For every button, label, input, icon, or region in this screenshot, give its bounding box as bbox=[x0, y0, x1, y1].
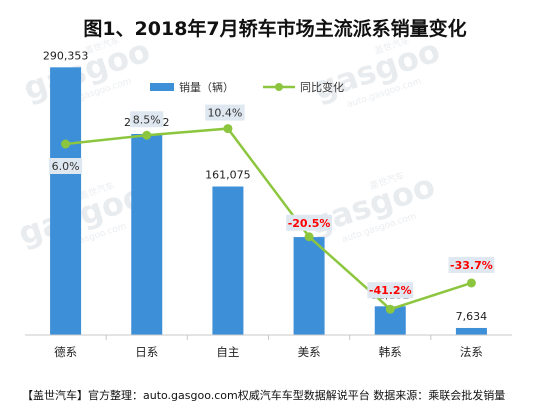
yoy-label-box bbox=[367, 282, 414, 299]
yoy-value-label: -33.7% bbox=[450, 259, 493, 272]
footer-brand: 【盖世汽车】 bbox=[22, 388, 88, 402]
bar-series: 290,353218,042161,075106,23331,1327,634 bbox=[43, 49, 488, 336]
yoy-label-box bbox=[448, 256, 495, 273]
bar-3 bbox=[212, 186, 244, 335]
x-tick-label: 自主 bbox=[216, 345, 239, 359]
yoy-value-label: -41.2% bbox=[369, 284, 412, 297]
yoy-point bbox=[61, 139, 71, 149]
yoy-label-box bbox=[205, 104, 245, 121]
x-tick-label: 德系 bbox=[54, 345, 77, 359]
yoy-point bbox=[142, 130, 152, 140]
line-series: 6.0% 8.5% 10.4% -20.5% -41.2% -33.7% bbox=[48, 104, 495, 314]
footer-source: 官方整理：auto.gasgoo.com权威汽车车型数据解说平台 数据来源：乘联… bbox=[88, 388, 505, 402]
legend: 销量（辆） 同比变化 bbox=[150, 80, 344, 94]
legend-line-marker bbox=[275, 83, 283, 91]
yoy-label-box bbox=[286, 214, 332, 231]
x-tick-label: 美系 bbox=[298, 345, 321, 359]
footer-text: 【盖世汽车】官方整理：auto.gasgoo.com权威汽车车型数据解说平台 数… bbox=[22, 388, 505, 402]
yoy-point bbox=[304, 232, 314, 242]
legend-bar-swatch bbox=[150, 83, 174, 91]
x-axis-ticks: 德系 日系 自主 美系 韩系 法系 bbox=[54, 335, 483, 359]
legend-line-label: 同比变化 bbox=[300, 80, 344, 94]
yoy-value-label: 10.4% bbox=[207, 107, 242, 120]
bar-4 bbox=[293, 237, 325, 335]
yoy-label-box bbox=[48, 158, 83, 174]
yoy-point bbox=[223, 124, 233, 134]
x-tick-label: 法系 bbox=[460, 345, 483, 359]
legend-bar-label: 销量（辆） bbox=[179, 80, 234, 94]
yoy-point bbox=[466, 278, 476, 288]
bar-2 bbox=[131, 133, 163, 335]
bar-1 bbox=[50, 67, 82, 336]
yoy-value-label: 8.5% bbox=[133, 113, 161, 126]
bar-value-label: 7,634 bbox=[456, 310, 488, 323]
bar-value-label: 161,075 bbox=[205, 169, 251, 182]
chart-title: 图1、2018年7月轿车市场主流派系销量变化 bbox=[83, 17, 466, 40]
x-tick-label: 日系 bbox=[135, 345, 158, 359]
x-tick-label: 韩系 bbox=[379, 345, 402, 359]
yoy-point bbox=[385, 304, 395, 314]
bar-value-label: 290,353 bbox=[43, 49, 89, 62]
yoy-line bbox=[65, 127, 472, 311]
bar-6 bbox=[455, 327, 487, 335]
yoy-value-label: 6.0% bbox=[52, 160, 80, 173]
yoy-value-label: -20.5% bbox=[288, 217, 331, 230]
yoy-label-box bbox=[130, 111, 164, 128]
